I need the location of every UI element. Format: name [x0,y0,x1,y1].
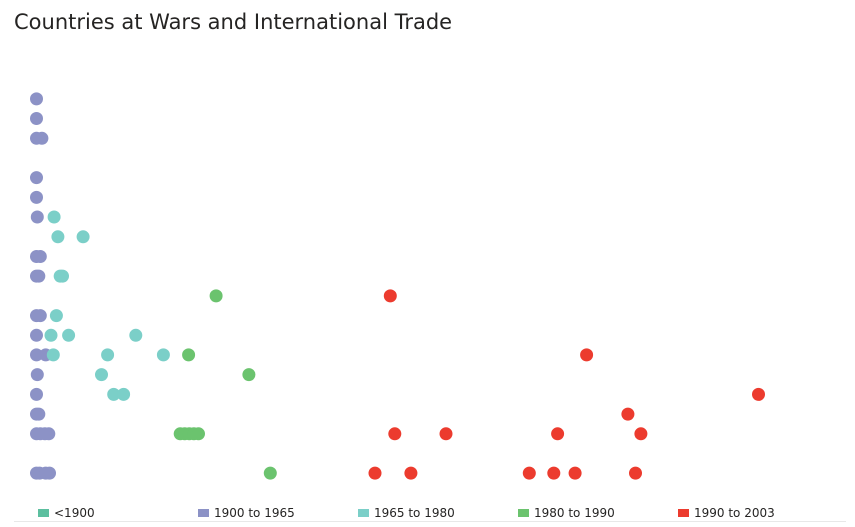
data-point[interactable] [30,210,44,224]
chart-title: Countries at Wars and International Trad… [14,10,453,34]
legend-label: 1965 to 1980 [374,506,455,520]
data-point[interactable] [30,348,43,362]
data-point[interactable] [551,427,565,441]
data-point[interactable] [621,407,635,421]
legend-swatch [518,509,529,517]
data-point[interactable] [580,348,594,362]
data-point[interactable] [30,171,43,185]
series-2 [44,210,170,401]
legend-item-1965-to-1980[interactable]: 1965 to 1980 [358,505,455,521]
data-point[interactable] [62,328,76,342]
data-point[interactable] [629,466,642,480]
data-point[interactable] [76,230,90,244]
series-3 [173,289,277,480]
data-point[interactable] [383,289,397,303]
data-point[interactable] [30,387,43,401]
data-point[interactable] [44,328,58,342]
data-point[interactable] [117,387,131,401]
data-point[interactable] [32,269,46,283]
data-point[interactable] [42,427,56,441]
data-point[interactable] [192,427,205,441]
data-point[interactable] [156,348,170,362]
data-point[interactable] [242,368,256,382]
data-point[interactable] [547,466,561,480]
legend-label: 1980 to 1990 [534,506,615,520]
data-point[interactable] [568,466,582,480]
bottom-divider [14,521,846,522]
data-point[interactable] [752,387,765,401]
data-point[interactable] [56,269,69,283]
legend: <1900 1900 to 1965 1965 to 1980 1980 to … [0,505,855,521]
data-point[interactable] [51,230,65,244]
data-point[interactable] [35,131,49,145]
data-point[interactable] [30,112,43,125]
data-point[interactable] [30,368,44,382]
data-point[interactable] [101,348,115,362]
legend-label: 1990 to 2003 [694,506,775,520]
data-point[interactable] [634,427,648,441]
data-point[interactable] [263,466,277,480]
data-point[interactable] [404,466,418,480]
data-point[interactable] [522,466,536,480]
series-1 [30,92,56,480]
data-point[interactable] [368,466,382,480]
legend-item-pre-1900[interactable]: <1900 [38,505,95,521]
legend-item-1900-to-1965[interactable]: 1900 to 1965 [198,505,295,521]
data-point[interactable] [388,427,402,441]
data-point[interactable] [209,289,223,303]
legend-swatch [358,509,369,517]
series-4 [368,289,765,480]
data-point[interactable] [107,387,121,401]
data-point[interactable] [43,466,56,480]
legend-swatch [678,509,689,517]
data-point[interactable] [182,348,196,362]
legend-item-1990-to-2003[interactable]: 1990 to 2003 [678,505,775,521]
data-point[interactable] [30,328,43,342]
legend-label: 1900 to 1965 [214,506,295,520]
data-point[interactable] [95,368,108,382]
legend-swatch [38,509,49,517]
legend-item-1980-to-1990[interactable]: 1980 to 1990 [518,505,615,521]
data-point[interactable] [439,427,453,441]
data-point[interactable] [30,92,43,106]
data-point[interactable] [32,407,46,421]
legend-swatch [198,509,209,517]
data-point[interactable] [47,210,61,224]
data-point[interactable] [33,250,47,263]
data-point[interactable] [30,190,43,204]
data-point[interactable] [46,348,60,362]
data-point[interactable] [33,309,47,323]
data-point[interactable] [129,328,143,342]
legend-label: <1900 [54,506,95,520]
data-point[interactable] [49,309,63,323]
